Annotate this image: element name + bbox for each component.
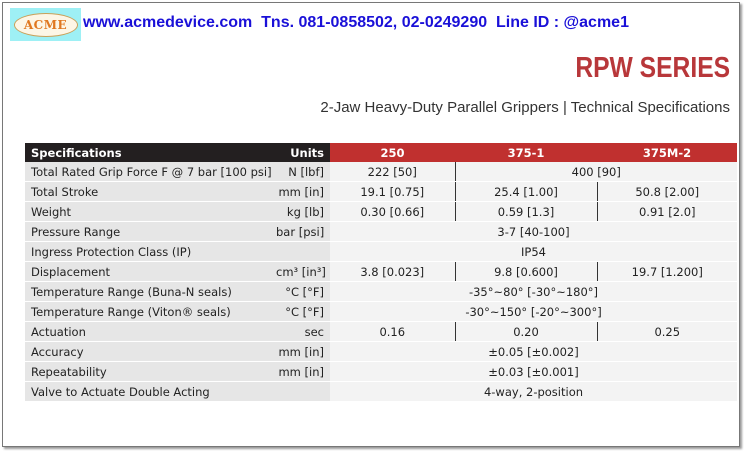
spec-value: 19.7 [1.200] — [596, 261, 737, 282]
table-row: Actuation sec 0.16 0.20 0.25 — [25, 321, 737, 342]
contact-info: www.acmedevice.com Tns. 081-0858502, 02-… — [83, 14, 629, 31]
spec-value: 0.16 — [330, 321, 455, 342]
table-row: Total Rated Grip Force F @ 7 bar [100 ps… — [25, 162, 737, 182]
table-row: Accuracy mm [in] ±0.05 [±0.002] — [25, 341, 737, 362]
spec-label: Valve to Actuate Double Acting — [25, 381, 270, 402]
header-model: 250 — [330, 143, 455, 162]
spec-unit: cm³ [in³] — [270, 261, 330, 282]
table-row: Ingress Protection Class (IP) IP54 — [25, 241, 737, 262]
table-row: Valve to Actuate Double Acting 4-way, 2-p… — [25, 381, 737, 402]
spec-value: 4-way, 2-position — [330, 381, 737, 402]
spec-value: 222 [50] — [330, 162, 455, 182]
spec-label: Weight — [25, 201, 270, 222]
header-model: 375M-2 — [597, 143, 737, 162]
spec-unit — [270, 381, 330, 402]
spec-unit: °C [°F] — [270, 301, 330, 322]
spec-label: Repeatability — [25, 361, 270, 382]
spec-value: -35°~80° [-30°~180°] — [330, 281, 737, 302]
spec-label: Total Rated Grip Force F @ 7 bar [100 ps… — [25, 162, 272, 182]
table-row: Displacement cm³ [in³] 3.8 [0.023] 9.8 [0.6… — [25, 261, 737, 282]
page-subtitle: 2-Jaw Heavy-Duty Parallel Grippers | Tec… — [320, 99, 730, 116]
spec-unit: °C [°F] — [270, 281, 330, 302]
spec-value: ±0.03 [±0.001] — [330, 361, 737, 382]
spec-value: 25.4 [1.00] — [454, 181, 597, 202]
spec-value: 0.25 — [596, 321, 737, 342]
table-row: Pressure Range bar [psi] 3-7 [40-100] — [25, 221, 737, 242]
logo-oval: ACME — [13, 12, 78, 37]
table-row: Total Stroke mm [in] 19.1 [0.75] 25.4 [1.00… — [25, 181, 737, 202]
spec-value: IP54 — [330, 241, 737, 262]
spec-label: Displacement — [25, 261, 270, 282]
spec-unit: sec — [270, 321, 330, 342]
spec-value: 50.8 [2.00] — [596, 181, 737, 202]
table-row: Repeatability mm [in] ±0.03 [±0.001] — [25, 361, 737, 382]
spec-label: Temperature Range (Buna-N seals) — [25, 281, 270, 302]
spec-label: Accuracy — [25, 341, 270, 362]
spec-unit: mm [in] — [270, 341, 330, 362]
spec-value: 3-7 [40-100] — [330, 221, 737, 242]
spec-value: 9.8 [0.600] — [454, 261, 597, 282]
spec-unit: kg [lb] — [270, 201, 330, 222]
header-model: 375-1 — [455, 143, 597, 162]
spec-label: Actuation — [25, 321, 270, 342]
spec-value: 400 [90] — [454, 162, 737, 182]
spec-value: 19.1 [0.75] — [330, 181, 455, 202]
spec-value: 0.20 — [454, 321, 597, 342]
spec-table: Specifications Units 250 375-1 375M-2 To… — [25, 143, 737, 402]
spec-unit: N [lbf] — [270, 162, 330, 182]
spec-value: ±0.05 [±0.002] — [330, 341, 737, 362]
spec-value: 0.91 [2.0] — [596, 201, 737, 222]
spec-unit: mm [in] — [270, 181, 330, 202]
table-row: Weight kg [lb] 0.30 [0.66] 0.59 [1.3] 0.91 [… — [25, 201, 737, 222]
spec-label: Temperature Range (Viton® seals) — [25, 301, 270, 322]
spec-label: Ingress Protection Class (IP) — [25, 241, 270, 262]
spec-value: -30°~150° [-20°~300°] — [330, 301, 737, 322]
header-units: Units — [270, 143, 330, 162]
spec-unit: mm [in] — [270, 361, 330, 382]
table-row: Temperature Range (Buna-N seals) °C [°F] -… — [25, 281, 737, 302]
table-header-row: Specifications Units 250 375-1 375M-2 — [25, 143, 737, 162]
spec-unit: bar [psi] — [270, 221, 330, 242]
spec-label: Total Stroke — [25, 181, 270, 202]
table-row: Temperature Range (Viton® seals) °C [°F] -… — [25, 301, 737, 322]
spec-label: Pressure Range — [25, 221, 270, 242]
spec-unit — [270, 241, 330, 262]
spec-value: 3.8 [0.023] — [330, 261, 455, 282]
acme-logo: ACME — [10, 8, 81, 41]
spec-value: 0.30 [0.66] — [330, 201, 455, 222]
header-specifications: Specifications — [25, 143, 270, 162]
series-title: RPW SERIES — [575, 52, 730, 84]
spec-value: 0.59 [1.3] — [454, 201, 597, 222]
